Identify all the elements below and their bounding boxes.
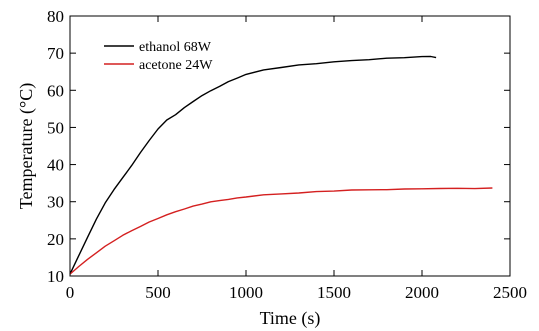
y-tick-label: 20	[47, 230, 64, 249]
x-axis-ticks: 0 500 1000 1500 2000 2500	[66, 16, 527, 302]
x-tick-label: 1000	[229, 283, 263, 302]
y-tick-label: 70	[47, 44, 64, 63]
series-line-1	[69, 55, 437, 275]
x-tick-label: 0	[66, 283, 75, 302]
y-axis-ticks: 10 20 30 40 50 60 70 80	[47, 7, 510, 286]
x-axis-label: Time (s)	[260, 308, 321, 329]
y-tick-label: 40	[47, 156, 64, 175]
y-tick-label: 10	[47, 267, 64, 286]
legend: ethanol 68W acetone 24W	[104, 40, 213, 73]
plot-frame	[69, 15, 511, 277]
y-tick-label: 30	[47, 193, 64, 212]
y-axis-label: Temperature (°C)	[16, 83, 37, 209]
legend-label-1: ethanol 68W	[139, 40, 212, 55]
series-line-2	[69, 187, 493, 275]
x-tick-label: 2500	[493, 283, 527, 302]
y-tick-label: 60	[47, 81, 64, 100]
y-tick-label: 80	[47, 7, 64, 26]
x-tick-label: 2000	[405, 283, 439, 302]
y-tick-label: 50	[47, 118, 64, 137]
legend-label-2: acetone 24W	[139, 58, 213, 73]
x-tick-label: 500	[145, 283, 171, 302]
x-tick-label: 1500	[317, 283, 351, 302]
plot-lines	[69, 55, 493, 275]
